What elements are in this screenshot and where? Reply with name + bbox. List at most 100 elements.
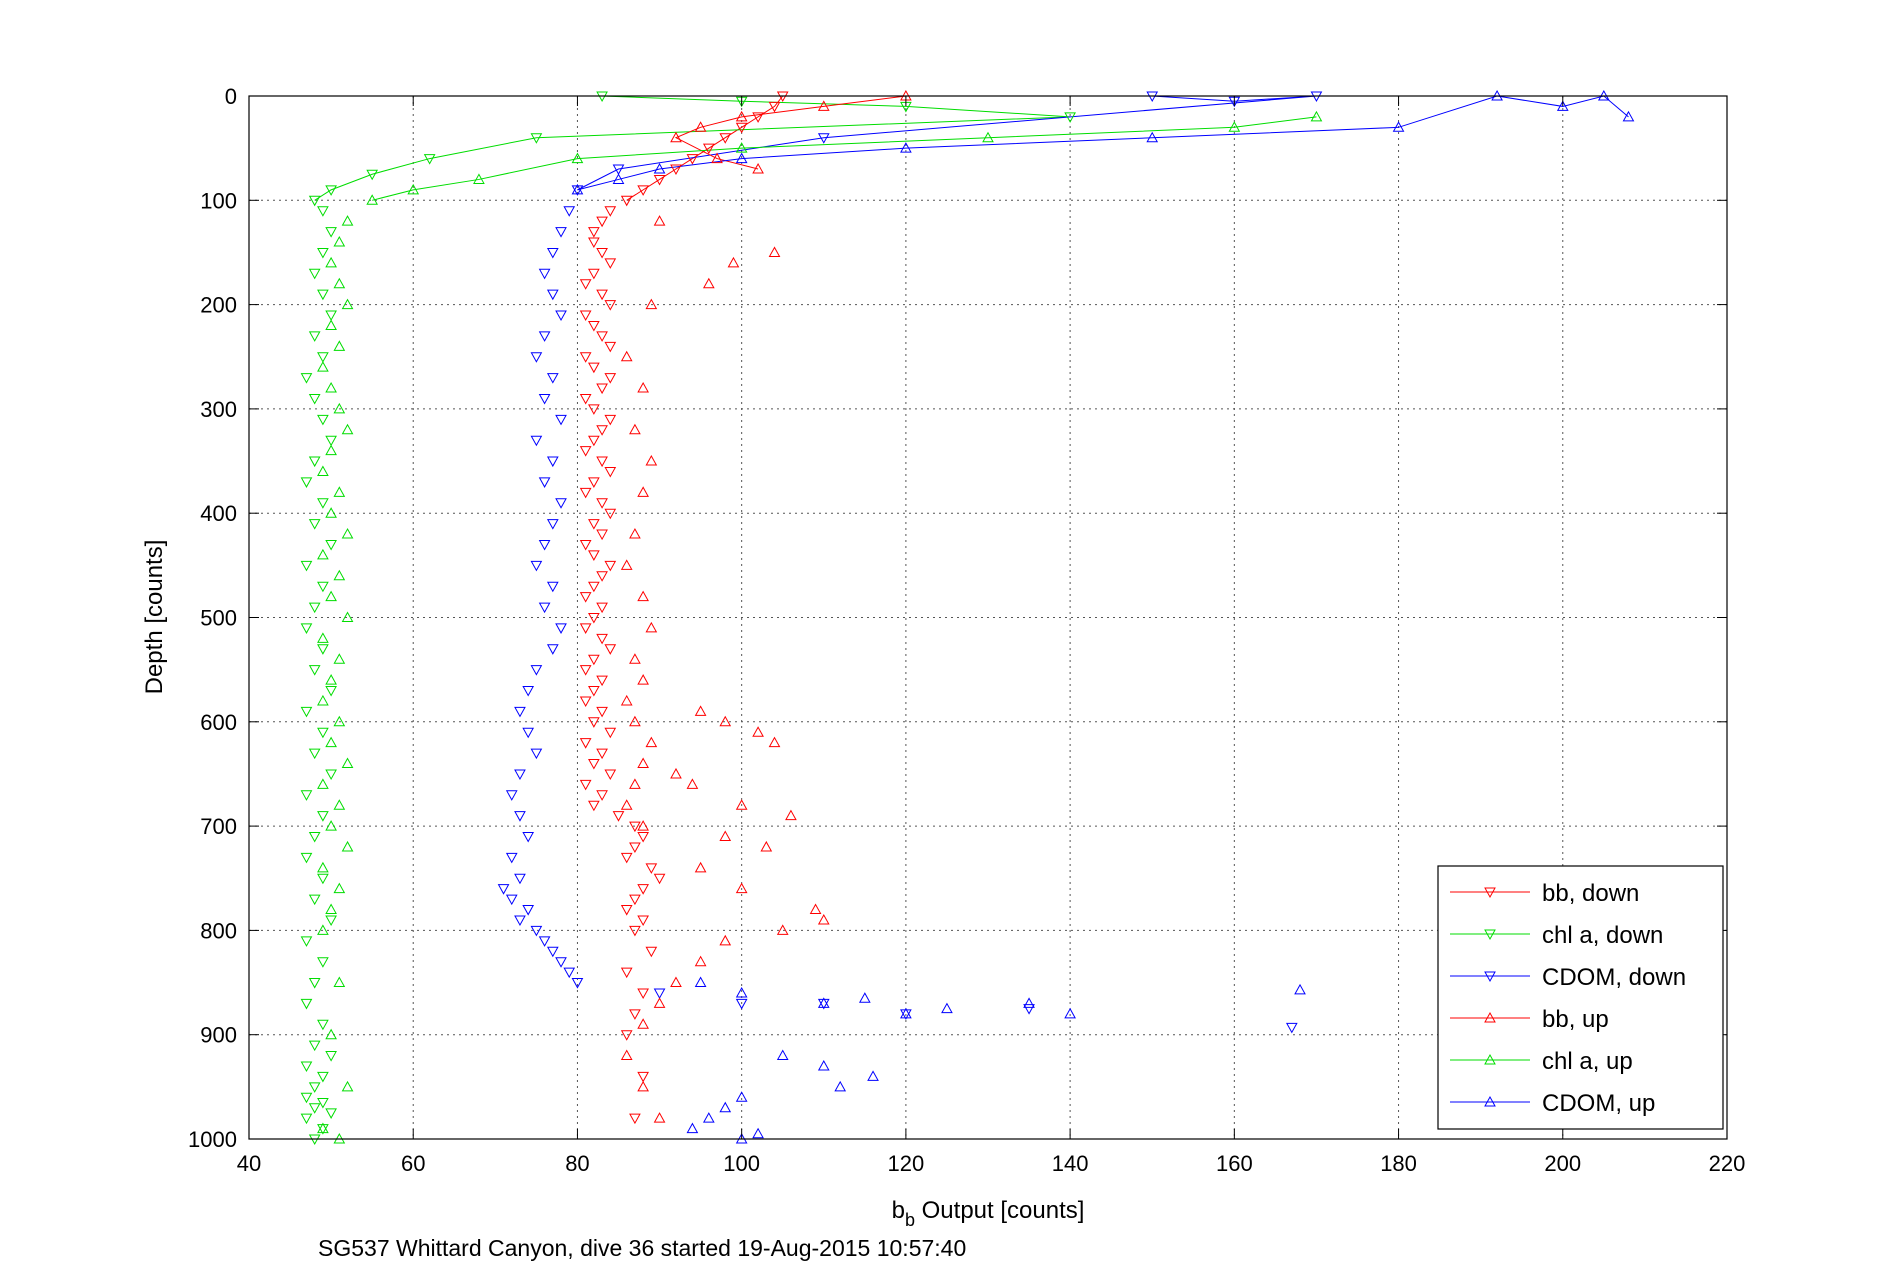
data-point (317, 581, 329, 593)
data-point (341, 215, 354, 226)
data-point (530, 925, 543, 937)
data-point (588, 362, 600, 374)
data-point (571, 183, 584, 195)
data-point (637, 1018, 649, 1029)
series-line-bb-up (674, 95, 906, 170)
data-point (300, 852, 313, 864)
data-point (809, 903, 822, 915)
data-point (308, 519, 321, 530)
data-point (645, 298, 658, 310)
data-point (333, 402, 346, 414)
data-point (620, 195, 633, 207)
series-line-chl-a-up (372, 116, 1317, 201)
data-point (596, 790, 608, 801)
data-point (308, 393, 321, 405)
data-point (817, 133, 830, 144)
x-tick-label: 200 (1544, 1151, 1581, 1176)
data-point (637, 820, 649, 831)
data-point (588, 268, 600, 280)
data-point (325, 1051, 337, 1062)
data-point (1285, 1022, 1298, 1034)
data-point (325, 1028, 337, 1040)
y-tick-label: 800 (200, 918, 237, 943)
data-point (317, 206, 329, 217)
data-point (768, 101, 781, 113)
data-point (579, 623, 592, 634)
data-point (317, 1097, 329, 1109)
caption: SG537 Whittard Canyon, dive 36 started 1… (318, 1235, 966, 1261)
data-point (325, 435, 337, 447)
data-point (686, 1122, 699, 1134)
data-point (768, 736, 781, 748)
legend-marker (1484, 971, 1496, 983)
data-point (308, 665, 321, 676)
data-point (596, 748, 608, 760)
data-point (637, 674, 649, 685)
data-point (694, 861, 707, 873)
data-point (308, 748, 321, 760)
data-point (530, 560, 543, 572)
data-point (555, 227, 567, 238)
data-point (637, 590, 649, 602)
data-point (308, 1040, 321, 1052)
data-point (588, 477, 600, 488)
data-point (604, 727, 617, 739)
data-point (653, 988, 666, 1000)
data-point (653, 174, 666, 186)
series-line-chl-a-down (314, 95, 1071, 201)
data-point (341, 611, 354, 622)
legend-entry: bb, up (1450, 1006, 1609, 1033)
data-point (308, 195, 321, 207)
data-point (653, 997, 666, 1008)
data-point (588, 404, 600, 415)
data-point (325, 903, 337, 915)
series-bb-up (620, 89, 912, 1123)
data-point (530, 352, 543, 363)
data-point (817, 913, 830, 925)
data-point (620, 905, 633, 916)
data-point (555, 498, 567, 509)
data-point (546, 519, 559, 530)
data-point (620, 694, 633, 706)
data-point (317, 414, 329, 426)
data-point (670, 131, 682, 143)
data-point (317, 1122, 329, 1134)
data-point (620, 967, 633, 979)
data-point (514, 706, 526, 718)
data-point (604, 769, 617, 780)
legend: bb, down chl a, down CDOM, down bb, up chl a… (1437, 865, 1724, 1130)
data-point (620, 1030, 633, 1041)
data-point (645, 863, 658, 874)
data-point (546, 289, 559, 301)
data-point (604, 414, 617, 426)
legend-entry: bb, down (1450, 880, 1639, 907)
data-point (858, 992, 871, 1003)
data-point (333, 277, 346, 289)
data-point (538, 393, 551, 405)
data-point (333, 340, 346, 351)
data-point (752, 1127, 764, 1139)
data-point (596, 571, 608, 582)
data-point (867, 1070, 879, 1081)
data-point (308, 268, 321, 280)
data-point (333, 486, 346, 497)
data-point (727, 256, 740, 268)
data-point (300, 373, 313, 384)
data-point (579, 446, 592, 457)
data-point (538, 268, 551, 280)
data-point (538, 331, 551, 342)
data-point (341, 757, 354, 769)
data-point (629, 778, 641, 789)
data-point (588, 759, 600, 770)
data-point (629, 423, 641, 435)
data-point (366, 194, 379, 205)
y-tick-label: 500 (200, 606, 237, 631)
data-point (1622, 110, 1635, 122)
x-tick-label: 40 (237, 1151, 261, 1176)
data-point (776, 924, 789, 935)
data-point (579, 310, 592, 322)
data-point (571, 152, 584, 164)
data-point (522, 832, 535, 843)
data-point (325, 310, 337, 322)
